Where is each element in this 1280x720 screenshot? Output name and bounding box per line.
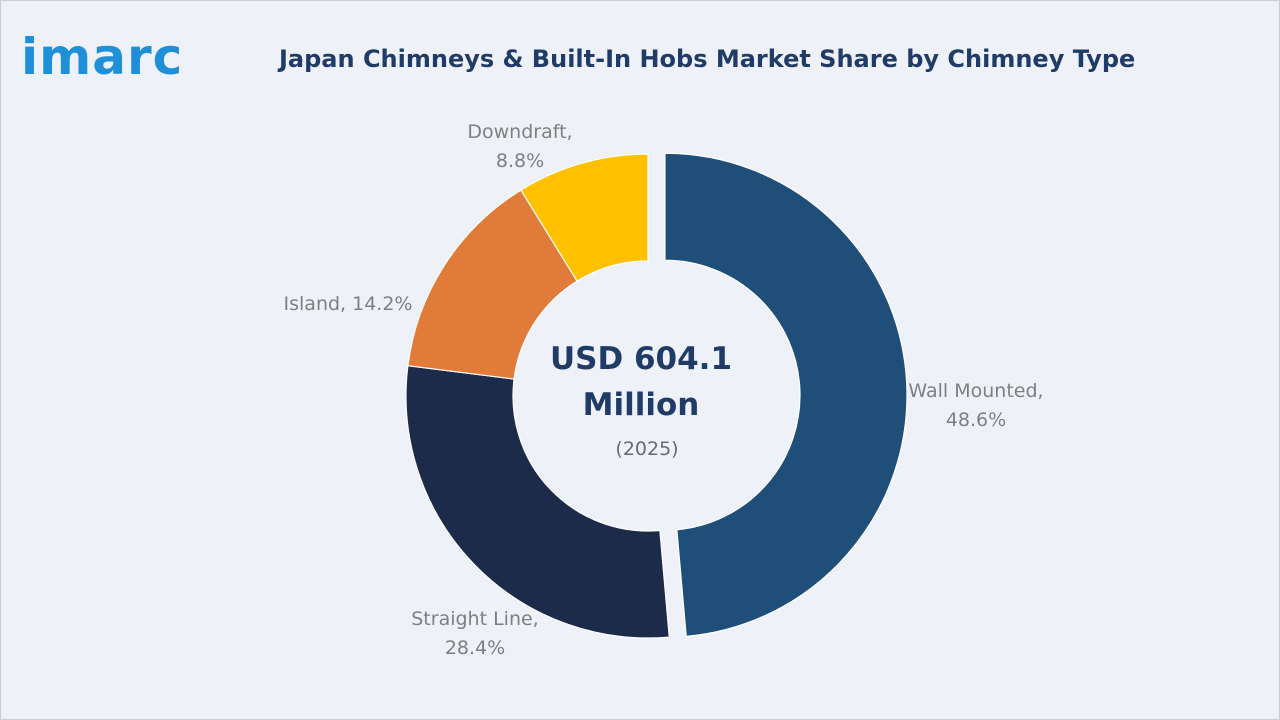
slice-wall-mounted [664, 152, 908, 637]
center-total-unit: Million [583, 387, 700, 423]
donut-slices [405, 152, 908, 639]
imarc-logo: imarc [21, 28, 184, 86]
chart-title: Japan Chimneys & Built-In Hobs Market Sh… [279, 45, 1136, 73]
center-total-value: USD 604.1 [550, 341, 732, 377]
center-year: (2025) [615, 438, 678, 460]
label-downdraft: Downdraft, 8.8% [467, 121, 572, 172]
label-island: Island, 14.2% [284, 293, 413, 315]
slice-labels: Wall Mounted, 48.6% Straight Line, 28.4% Isl… [284, 121, 1044, 659]
slice-downdraft [520, 153, 649, 282]
slice-straight-line [405, 364, 670, 639]
label-straight-line: Straight Line, 28.4% [411, 608, 538, 659]
label-wall-mounted: Wall Mounted, 48.6% [908, 380, 1043, 431]
